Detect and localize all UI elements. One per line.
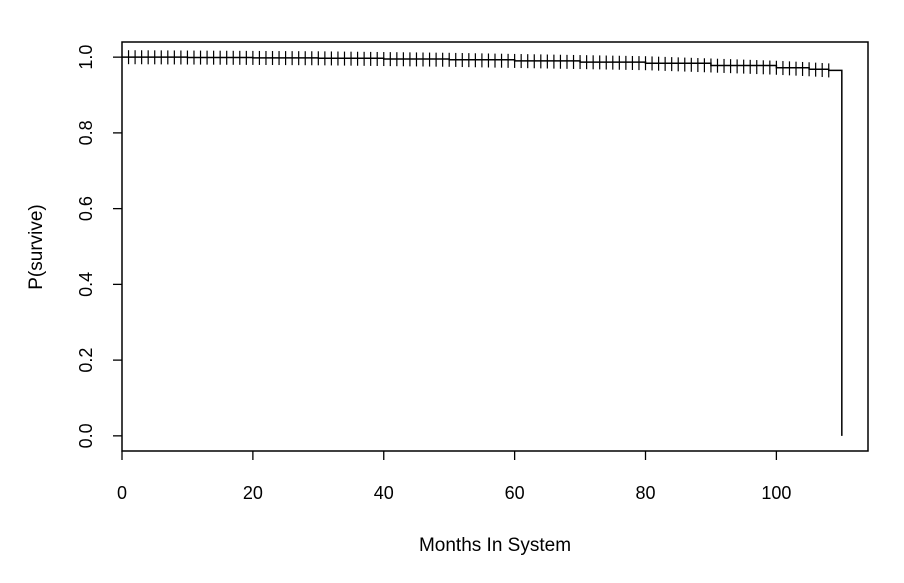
y-axis: 0.0 0.2 0.4 0.6 0.8 1.0 — [76, 45, 122, 448]
x-tick-label: 60 — [505, 483, 525, 503]
plot-frame — [121, 41, 869, 452]
survival-curve-layer — [122, 56, 843, 436]
y-tick-label: 0.6 — [76, 196, 96, 221]
x-axis-title: Months In System — [419, 535, 571, 556]
y-tick-label: 0.0 — [76, 423, 96, 448]
x-tick-label: 40 — [374, 483, 394, 503]
x-axis: 0 20 40 60 80 100 — [117, 451, 791, 503]
x-tick-label: 20 — [243, 483, 263, 503]
y-tick-label: 0.8 — [76, 120, 96, 145]
x-tick-label: 80 — [635, 483, 655, 503]
survival-line — [122, 56, 843, 436]
censor-marks-layer — [127, 50, 830, 78]
plot-border — [121, 41, 869, 452]
y-tick-label: 1.0 — [76, 45, 96, 70]
x-tick-label: 100 — [761, 483, 791, 503]
x-tick-label: 0 — [117, 483, 127, 503]
y-tick-label: 0.4 — [76, 272, 96, 297]
y-axis-title: P(survive) — [26, 204, 47, 290]
y-tick-label: 0.2 — [76, 348, 96, 373]
